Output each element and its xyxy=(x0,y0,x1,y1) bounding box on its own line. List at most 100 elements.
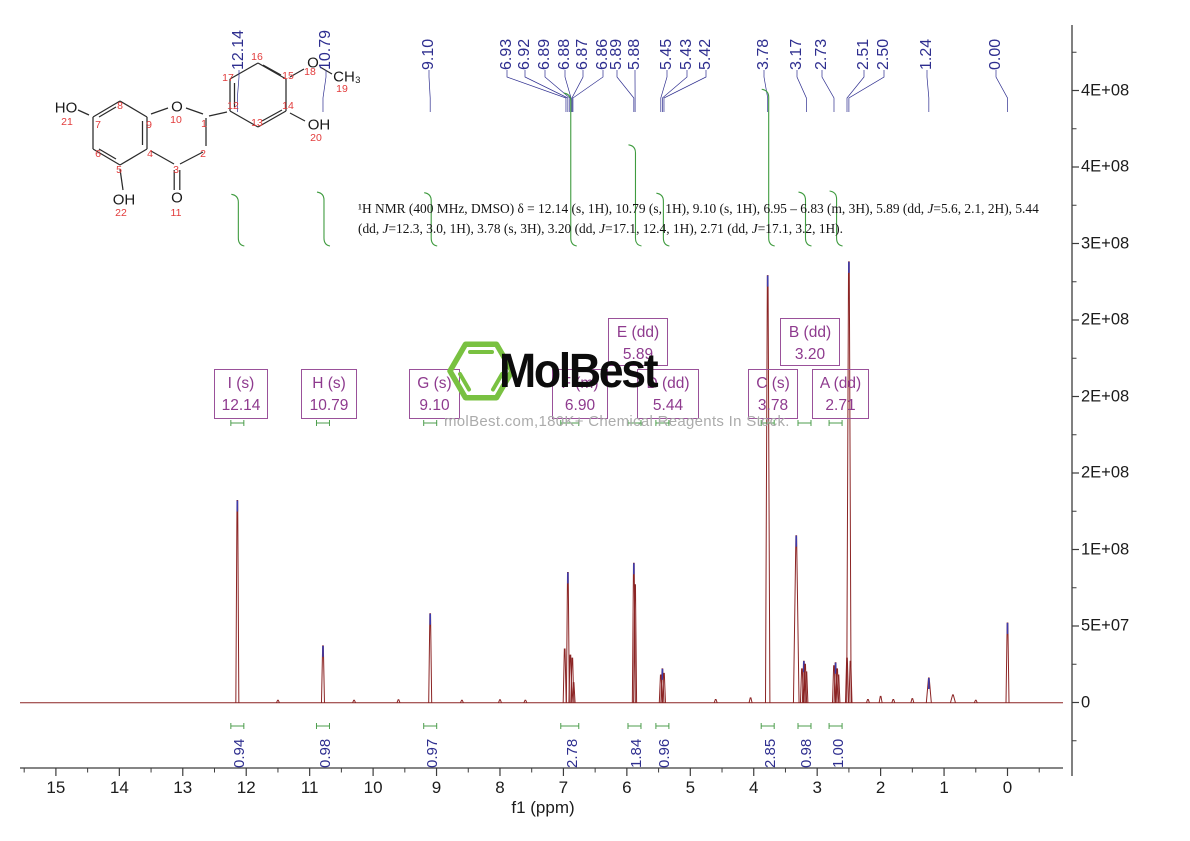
x-tick-label: 7 xyxy=(558,778,569,797)
structure-bond xyxy=(229,110,259,128)
y-tick-label: 1E+08 xyxy=(1081,540,1130,558)
integral-range-bracket xyxy=(655,723,670,729)
integral-value: 0.94 xyxy=(231,738,249,768)
atom-number: 10 xyxy=(170,114,182,126)
spectrum-peak xyxy=(428,613,433,703)
atom-number: 11 xyxy=(170,207,182,219)
atom-number: 5 xyxy=(116,164,122,176)
peak-label-leader xyxy=(796,70,807,112)
structure-bond xyxy=(289,68,305,78)
integral-value: 0.98 xyxy=(798,738,816,768)
integral-curve xyxy=(829,190,843,247)
multiplet-shift: 5.89 xyxy=(622,346,654,363)
multiplet-range-bracket xyxy=(627,420,642,426)
multiplet-box-D: D (dd) 5.44 xyxy=(637,369,699,419)
peak-label-leader xyxy=(763,70,769,112)
multiplet-id: F (m) xyxy=(561,375,599,392)
multiplet-shift: 3.78 xyxy=(757,397,789,414)
y-tick-label: 5E+07 xyxy=(1081,616,1130,635)
atom-number: 12 xyxy=(227,100,239,112)
integral-value: 2.85 xyxy=(761,738,779,768)
x-tick-label: 15 xyxy=(46,778,66,797)
multiplet-shift: 5.44 xyxy=(652,397,684,414)
integral-value: 1.84 xyxy=(628,738,646,768)
structure-bond xyxy=(289,112,306,122)
atom-label: HO xyxy=(54,99,78,117)
multiplet-box-I: I (s) 12.14 xyxy=(214,369,268,419)
multiplet-range-bracket xyxy=(828,420,843,426)
peak-shift-label: 6.88 xyxy=(556,38,573,70)
spectrum-peak xyxy=(498,699,502,703)
peak-shift-label: 2.50 xyxy=(875,38,892,70)
atom-number: 17 xyxy=(222,72,234,84)
x-tick-label: 10 xyxy=(363,778,383,797)
peak-label-leader xyxy=(926,70,930,112)
peak-shift-label: 3.78 xyxy=(755,38,772,70)
peak-label-leader xyxy=(848,70,885,112)
peak-shift-label: 10.79 xyxy=(317,29,334,70)
spectrum-peak xyxy=(848,660,853,703)
atom-number: 21 xyxy=(61,116,73,128)
spectrum-peak xyxy=(523,699,528,704)
x-tick-label: 1 xyxy=(939,778,949,797)
x-tick-label: 9 xyxy=(431,778,442,797)
atom-number: 19 xyxy=(336,83,348,95)
y-tick-label: 3E+08 xyxy=(1081,234,1130,252)
atom-number: 18 xyxy=(304,66,316,78)
benzene-hexagon-icon xyxy=(447,341,515,401)
spectrum-peak xyxy=(804,671,809,703)
integral-range-bracket xyxy=(797,723,812,729)
integral-range-bracket xyxy=(760,723,775,729)
atom-number: 4 xyxy=(147,148,153,160)
multiplet-box-H: H (s) 10.79 xyxy=(301,369,357,419)
spectrum-peak xyxy=(713,698,718,703)
structure-bond xyxy=(77,109,90,116)
multiplet-shift: 3.20 xyxy=(794,346,826,363)
molbest-tagline: molBest.com,180K+ Chemical Reagents In S… xyxy=(444,413,790,430)
structure-bond xyxy=(119,168,124,191)
atom-label: OH xyxy=(112,191,136,209)
atom-number: 6 xyxy=(95,148,101,160)
integral-curve xyxy=(231,193,245,247)
y-tick-label: 4E+08 xyxy=(1081,81,1130,99)
structure-bond xyxy=(150,107,169,115)
spectrum-peak xyxy=(973,699,978,704)
x-tick-label: 12 xyxy=(236,778,256,797)
peak-label-leader xyxy=(846,70,865,112)
integral-curve xyxy=(761,88,775,247)
atom-number: 7 xyxy=(95,119,101,131)
y-tick-label: 0 xyxy=(1081,693,1091,711)
multiplet-box-G: G (s) 9.10 xyxy=(409,369,460,419)
peak-label-leader xyxy=(995,70,1008,112)
peak-shift-label: 5.89 xyxy=(608,38,625,70)
structure-bond xyxy=(229,62,259,80)
structure-bond xyxy=(98,148,117,160)
structure-bond xyxy=(257,62,287,80)
peak-label-leader xyxy=(544,70,571,112)
multiplet-range-bracket xyxy=(797,420,812,426)
x-tick-label: 5 xyxy=(685,778,696,797)
multiplet-id: C (s) xyxy=(756,375,790,392)
peak-shift-label: 2.51 xyxy=(855,38,872,70)
peak-label-leader xyxy=(571,70,584,112)
structure-bond xyxy=(92,100,121,118)
structure-bond xyxy=(119,148,148,166)
peak-shift-label: 5.88 xyxy=(626,38,643,70)
multiplet-shift: 9.10 xyxy=(419,397,450,414)
integral-range-bracket xyxy=(423,723,438,729)
peak-label-leader xyxy=(616,70,635,112)
spectrum-peak xyxy=(570,657,575,703)
multiplet-id: A (dd) xyxy=(819,375,862,392)
spectrum-peak xyxy=(748,697,753,703)
multiplet-shift: 2.71 xyxy=(825,397,856,414)
peak-label-leader xyxy=(662,70,688,112)
integral-value: 1.00 xyxy=(829,738,847,768)
multiplet-box-E: E (dd) 5.89 xyxy=(608,318,668,366)
multiplet-id: I (s) xyxy=(227,375,255,392)
integral-value: 0.98 xyxy=(316,738,334,768)
multiplet-range-bracket xyxy=(760,420,775,426)
integral-curve xyxy=(656,192,670,247)
spectrum-peak xyxy=(792,535,800,703)
atom-number: 2 xyxy=(200,148,206,160)
atom-label: OH xyxy=(307,116,331,134)
